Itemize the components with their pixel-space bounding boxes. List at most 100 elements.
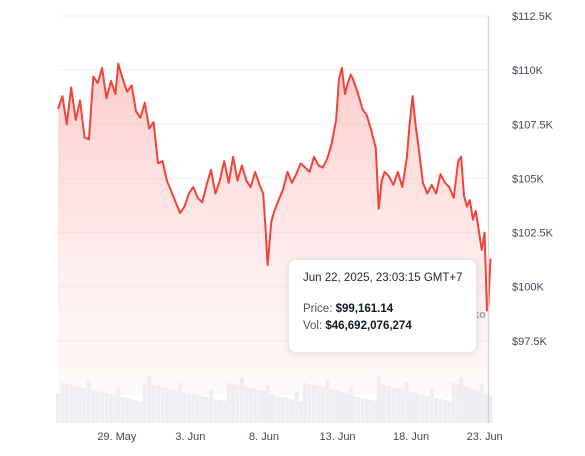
volume-bar (400, 389, 405, 423)
volume-bar (336, 391, 341, 423)
y-tick-label: $105K (512, 173, 544, 185)
volume-bar (464, 387, 469, 423)
volume-bar (178, 383, 183, 423)
volume-bar (82, 388, 87, 423)
volume-bar (272, 395, 277, 423)
volume-bar (488, 396, 493, 423)
volume-bar (298, 401, 303, 423)
volume-bar (351, 396, 356, 423)
y-axis: $97.5K $100K $102.5K $105K $107.5K $110K $112.… (512, 11, 554, 348)
x-tick-label: 3. Jun (175, 431, 205, 443)
volume-bar (356, 397, 361, 423)
volume-bar (147, 376, 152, 423)
volume-bar (376, 375, 381, 423)
volume-bar (116, 388, 121, 423)
volume-bar (257, 390, 262, 423)
volume-bar (164, 388, 169, 423)
tooltip-date: Jun 22, 2025, 23:03:15 GMT+7 (303, 272, 463, 284)
volume-bar (410, 392, 415, 423)
x-axis: 29. May 3. Jun 8. Jun 13. Jun 18. Jun 23. Jun (97, 431, 502, 443)
volume-bar (429, 389, 434, 423)
volume-bar (325, 380, 330, 423)
volume-bar (329, 389, 334, 423)
volume-bar (382, 385, 387, 423)
volume-bar (120, 397, 125, 423)
volume-bar (91, 390, 96, 423)
x-tick-label: 13. Jun (319, 431, 355, 443)
volume-bar (451, 383, 456, 423)
x-tick-label: 29. May (97, 431, 137, 443)
volume-bar (425, 396, 430, 423)
tooltip-vol-row: Vol: $46,692,076,274 (303, 320, 462, 332)
volume-bar (69, 385, 74, 423)
volume-bar (285, 398, 290, 423)
volume-bar (387, 386, 392, 423)
volume-bar (303, 383, 308, 423)
volume-bar (222, 401, 227, 423)
volume-bar (342, 393, 347, 423)
volume-bar (104, 393, 109, 423)
volume-bar (138, 401, 143, 423)
volume-bar (182, 392, 187, 423)
price-line (57, 62, 492, 312)
volume-bar (56, 393, 60, 423)
volume-bar (151, 385, 156, 423)
volume-bar (438, 399, 443, 423)
volume-bar (86, 381, 91, 423)
volume-bar (334, 390, 339, 423)
volume-bar (100, 392, 105, 423)
volume-bar (60, 383, 65, 423)
volume-bar (416, 394, 421, 423)
volume-bar (360, 398, 365, 423)
volume-bar (482, 393, 487, 423)
volume-bar (311, 385, 316, 423)
volume-bar (226, 383, 231, 423)
x-tick-label: 18. Jun (393, 431, 429, 443)
volume-bar (108, 394, 113, 423)
volume-bar (413, 393, 418, 423)
x-tick-label: 8. Jun (249, 431, 279, 443)
y-tick-label: $112.5K (512, 11, 553, 23)
volume-bar (160, 387, 165, 423)
tooltip-price-value: $99,161.14 (335, 303, 394, 315)
volume-bar (200, 396, 205, 423)
volume-bar (339, 392, 344, 423)
volume-bar (195, 395, 200, 423)
volume-bar (261, 391, 266, 423)
volume-bar (169, 389, 174, 423)
volume-bar (364, 399, 369, 423)
volume-bar (307, 384, 312, 423)
volume-bar (420, 395, 425, 423)
volume-bar (244, 387, 249, 423)
volume-bar (476, 391, 481, 423)
volume-bar (434, 398, 439, 423)
volume-bar (473, 390, 478, 423)
volume-bar (348, 387, 353, 423)
volume-bar (73, 386, 78, 423)
volume-bar (479, 384, 484, 423)
volume-bar (129, 399, 134, 423)
volume-bar (133, 400, 138, 423)
volume-bar (294, 392, 299, 423)
volume-bars (56, 375, 493, 423)
volume-bar (265, 385, 270, 423)
volume-bar (173, 390, 178, 423)
y-tick-label: $102.5K (512, 228, 554, 240)
volume-bar (239, 378, 244, 423)
price-tooltip: Jun 22, 2025, 23:03:15 GMT+7 Price: $99,… (288, 259, 477, 353)
tooltip-price-row: Price: $99,161.14 (303, 303, 462, 315)
volume-bar (320, 387, 325, 423)
volume-bar (456, 384, 461, 423)
volume-bar (204, 397, 209, 423)
x-tick-label: 23. Jun (467, 431, 503, 443)
volume-bar (462, 386, 467, 423)
volume-bar (379, 384, 384, 423)
volume-bar (113, 395, 118, 423)
volume-bar (447, 401, 452, 423)
volume-bar (191, 394, 196, 423)
volume-bar (345, 394, 350, 423)
volume-bar (373, 401, 378, 423)
volume-bar (263, 392, 268, 423)
volume-bar (467, 388, 472, 423)
